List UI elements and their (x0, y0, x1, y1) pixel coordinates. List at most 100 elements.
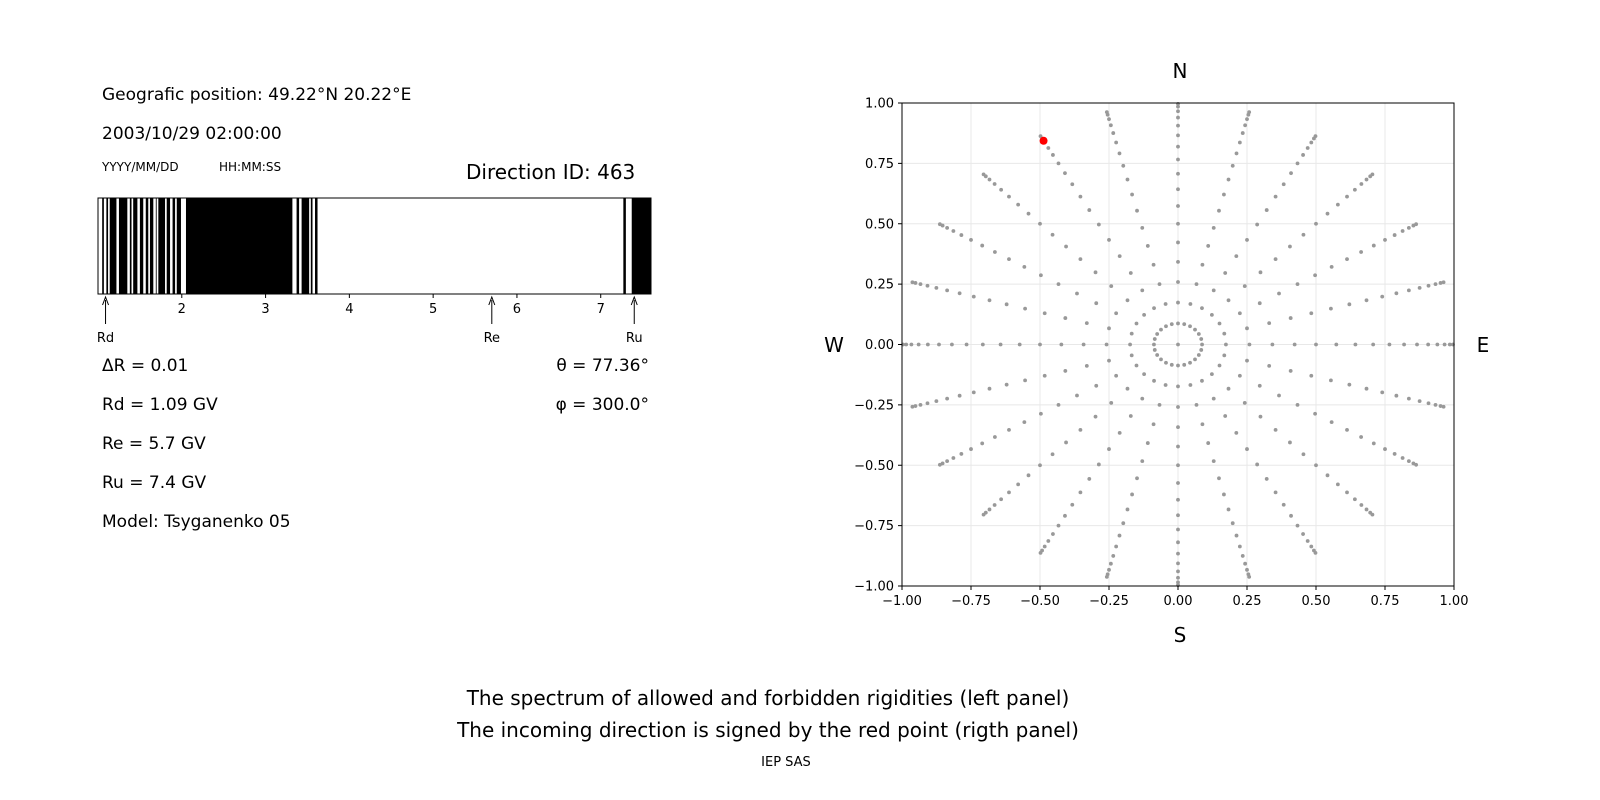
direction-point (1200, 262, 1205, 267)
forbidden-band (172, 198, 176, 294)
direction-point (1224, 342, 1228, 347)
x-tick-label: 5 (429, 302, 437, 317)
direction-point (1400, 229, 1405, 233)
direction-point (1176, 240, 1180, 245)
direction-point (1046, 539, 1051, 543)
direction-point (1301, 232, 1306, 237)
direction-point (1392, 452, 1397, 456)
direction-point (1364, 507, 1369, 512)
north-label: N (1173, 59, 1188, 83)
direction-point (1193, 357, 1197, 362)
direction-point (1134, 321, 1139, 326)
direction-point (1164, 360, 1168, 365)
direction-point (1176, 187, 1180, 192)
direction-point (1441, 404, 1446, 409)
direction-point (1194, 282, 1199, 287)
direction-point (925, 283, 930, 288)
direction-point (1145, 441, 1150, 445)
direction-point (1016, 482, 1021, 487)
direction-point (1107, 358, 1111, 363)
direction-point (1196, 332, 1201, 336)
direction-point (1394, 393, 1399, 398)
direction-point (1051, 532, 1055, 536)
direction-point (1176, 425, 1180, 429)
direction-point (1176, 540, 1180, 545)
caption-line-1: The spectrum of allowed and forbidden ri… (466, 686, 1070, 710)
direction-point (1380, 294, 1385, 299)
direction-point (1038, 463, 1042, 468)
direction-point (1151, 422, 1156, 427)
direction-point (1209, 372, 1214, 377)
direction-point (959, 233, 964, 237)
direction-point (1007, 194, 1011, 199)
direction-point (992, 503, 997, 507)
direction-point (1426, 283, 1431, 288)
direction-points (901, 102, 1455, 587)
direction-point (1176, 513, 1180, 518)
direction-point (1176, 280, 1180, 284)
direction-point (992, 182, 997, 186)
x-tick-label: 0.00 (1164, 594, 1193, 609)
direction-point (1313, 550, 1318, 555)
x-tick-label: 0.25 (1233, 594, 1262, 609)
direction-point (1075, 393, 1079, 398)
direction-point (969, 447, 973, 451)
direction-point (1295, 402, 1300, 407)
direction-point (1217, 208, 1221, 213)
direction-point (1387, 342, 1392, 347)
direction-point (1117, 430, 1122, 435)
direction-point (1245, 117, 1249, 122)
direction-point (1352, 497, 1357, 502)
direction-point (971, 294, 976, 299)
direction-point (1128, 414, 1133, 418)
direction-point (1050, 232, 1055, 237)
direction-point (1022, 420, 1027, 425)
direction-point (1359, 182, 1364, 186)
direction-point (1273, 427, 1278, 432)
direction-point (1257, 383, 1262, 388)
direction-point (1140, 459, 1145, 464)
direction-point (1176, 363, 1180, 368)
direction-point (1206, 244, 1211, 248)
direction-point (937, 222, 942, 227)
direction-point (1176, 321, 1180, 326)
direction-point (1255, 462, 1260, 467)
direction-point (1243, 123, 1248, 128)
direction-point (1258, 270, 1263, 275)
direction-point (1267, 321, 1272, 326)
direction-point (1417, 285, 1422, 290)
direction-point (1104, 574, 1109, 579)
direction-point (992, 435, 997, 439)
direction-point (981, 172, 986, 177)
direction-point (981, 512, 986, 517)
direction-point (1245, 326, 1249, 331)
marker-arrow-head (488, 295, 496, 306)
direction-point (918, 282, 923, 287)
direction-point (1169, 322, 1174, 327)
direction-point (1345, 490, 1349, 495)
direction-point (1056, 523, 1061, 528)
direction-point (1237, 544, 1242, 549)
direction-point (1288, 369, 1293, 373)
direction-point (1104, 110, 1109, 115)
direction-point (1237, 311, 1242, 316)
direction-point (1176, 463, 1180, 468)
x-tick-label: −0.25 (1089, 594, 1129, 609)
direction-point (951, 229, 956, 233)
direction-point (1093, 414, 1098, 419)
direction-point (1117, 254, 1122, 259)
direction-point (1128, 271, 1133, 275)
direction-point (1334, 342, 1339, 347)
direction-point (1295, 282, 1300, 287)
direction-point (1226, 177, 1231, 182)
direction-point (1245, 358, 1249, 363)
direction-point (951, 456, 956, 460)
x-tick-label: 0.50 (1302, 594, 1331, 609)
direction-point (1176, 133, 1180, 138)
direction-point (1211, 288, 1216, 293)
direction-point (1309, 373, 1314, 378)
direction-point (959, 452, 964, 456)
direction-point (910, 404, 915, 409)
direction-point (1217, 476, 1221, 481)
direction-point (950, 342, 954, 347)
